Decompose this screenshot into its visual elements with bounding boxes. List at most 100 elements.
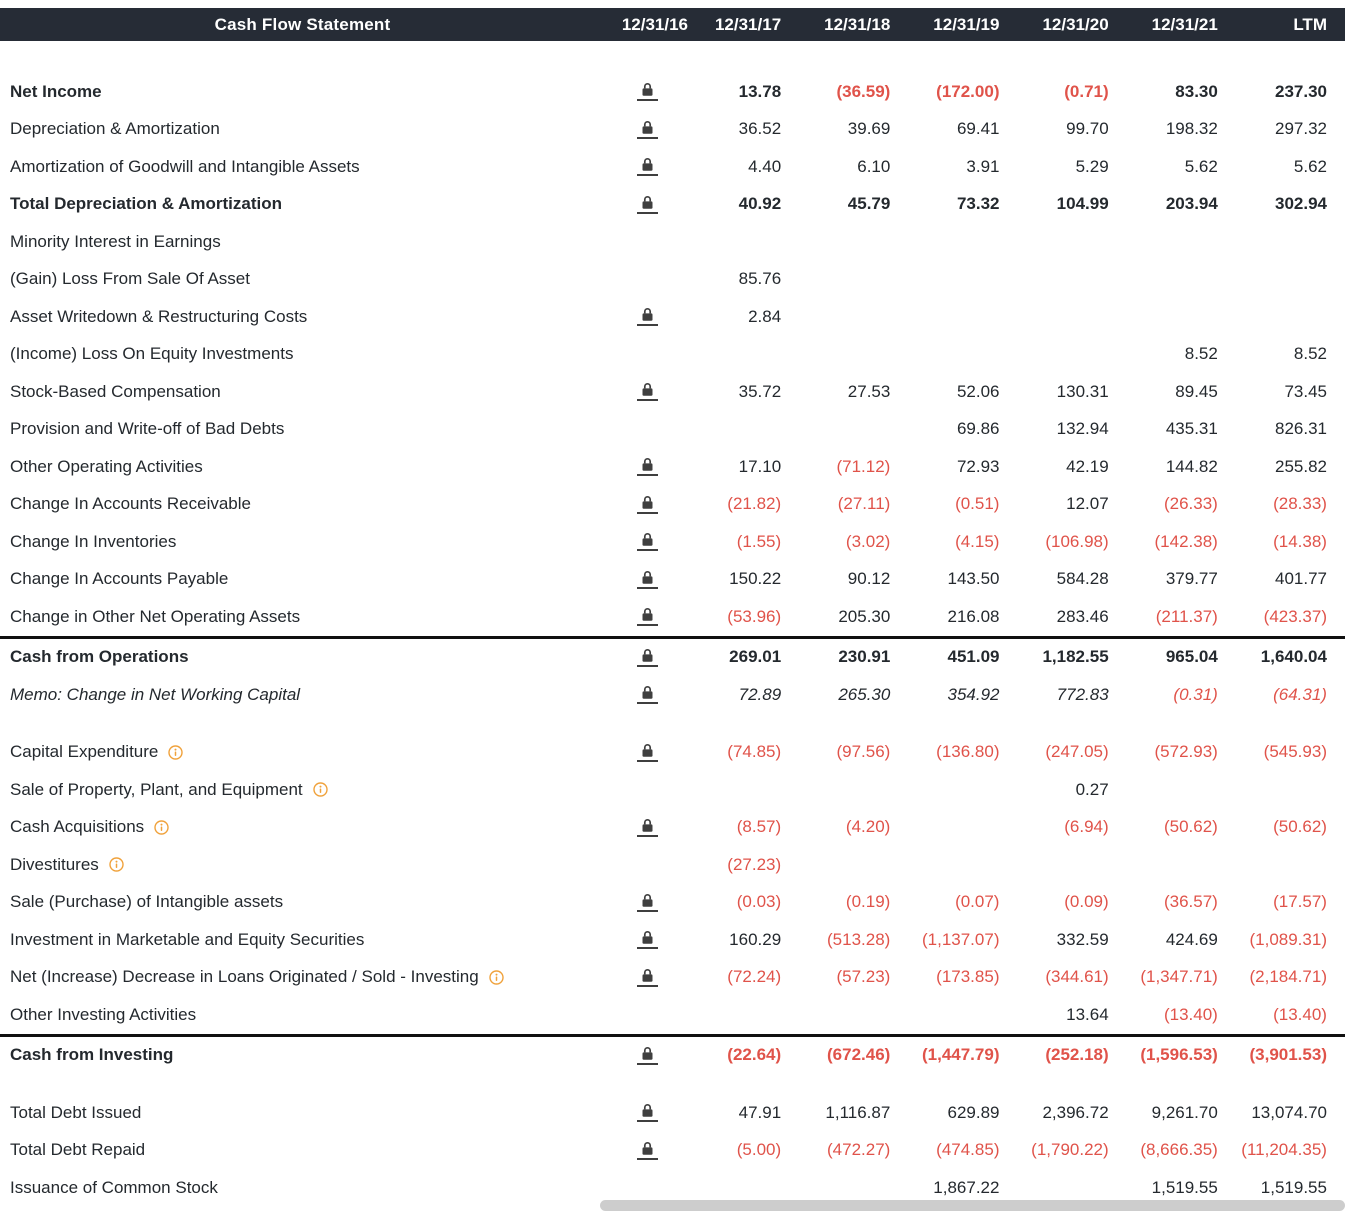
value-cell: (2,184.71) <box>1249 967 1327 987</box>
lock-icon[interactable] <box>637 195 658 214</box>
lock-icon[interactable] <box>637 157 658 177</box>
value-cell: 216.08 <box>947 606 1000 626</box>
value-cell: 435.31 <box>1165 419 1218 439</box>
table-row: Total Debt Issued 47.91 1,116.87 629.89 2,39… <box>0 1094 1345 1132</box>
column-header-12-31-18: 12/31/18 <box>824 14 891 34</box>
table-row: Other Investing Activities 13.64 (13.40) (1… <box>0 996 1345 1034</box>
value-cell: 69.41 <box>956 119 1000 139</box>
lock-icon[interactable] <box>637 648 658 667</box>
value-cell: 69.86 <box>956 419 1000 439</box>
value-cell: 143.50 <box>947 569 1000 589</box>
row-label-text: Change In Inventories <box>10 531 177 551</box>
row-label-text: Total Debt Repaid <box>10 1140 146 1160</box>
table-row: (Income) Loss On Equity Investments 8.52 8… <box>0 336 1345 374</box>
row-label: Provision and Write-off of Bad Debts <box>0 419 605 439</box>
table-row: Total Depreciation & Amortization 40.92 45… <box>0 186 1345 224</box>
row-label-text: Sale (Purchase) of Intangible assets <box>10 892 284 912</box>
table-row: Investment in Marketable and Equity Secu… <box>0 921 1345 959</box>
value-cell: (0.51) <box>955 494 1000 514</box>
value-cell: 8.52 <box>1184 344 1218 364</box>
table-row: Net Income 13.78 (36.59) (172.00) (0.71) 83.3… <box>0 73 1345 111</box>
value-cell: (4.15) <box>955 531 1000 551</box>
value-cell: (1.55) <box>736 531 782 551</box>
value-cell: 332.59 <box>1056 929 1109 949</box>
lock-cell <box>605 743 690 762</box>
value-cell: (211.37) <box>1155 606 1218 626</box>
table-row: Cash from Investing (22.64) (672.46) (1,447… <box>0 1033 1345 1075</box>
value-cell: (14.38) <box>1273 531 1327 551</box>
table-row: Divestitures (27.23) <box>0 846 1345 884</box>
lock-icon[interactable] <box>637 457 658 477</box>
lock-icon[interactable] <box>637 893 658 912</box>
lock-icon[interactable] <box>637 570 658 589</box>
row-label: Net (Increase) Decrease in Loans Origina… <box>0 967 605 987</box>
value-cell: 72.89 <box>738 684 782 704</box>
lock-icon[interactable] <box>637 120 658 139</box>
value-cell: 4.40 <box>748 156 782 176</box>
value-cell: 1,182.55 <box>1042 647 1109 667</box>
info-icon[interactable] <box>154 820 169 835</box>
row-label: Change In Accounts Payable <box>0 569 605 589</box>
row-label-text: Change In Accounts Receivable <box>10 494 251 514</box>
info-icon[interactable] <box>312 782 328 797</box>
value-cell: (57.23) <box>836 967 891 987</box>
lock-cell <box>605 382 690 402</box>
row-label: Total Debt Issued <box>0 1103 605 1123</box>
header-gap <box>0 41 1345 73</box>
lock-icon[interactable] <box>637 307 658 327</box>
value-cell: 255.82 <box>1274 456 1327 476</box>
value-cell: 35.72 <box>738 381 782 401</box>
lock-icon[interactable] <box>637 968 658 987</box>
value-cell: 6.10 <box>857 156 891 176</box>
lock-cell <box>605 1141 690 1160</box>
lock-cell <box>605 607 690 627</box>
row-label-text: Cash from Operations <box>10 647 189 667</box>
lock-icon[interactable] <box>637 1103 658 1123</box>
value-cell: 2,396.72 <box>1042 1102 1109 1122</box>
value-cell: (3.02) <box>845 531 891 551</box>
value-cell: 132.94 <box>1056 419 1109 439</box>
value-cell: 150.22 <box>729 569 782 589</box>
lock-icon[interactable] <box>637 607 658 627</box>
lock-icon[interactable] <box>637 685 658 705</box>
lock-icon[interactable] <box>637 930 658 950</box>
lock-icon[interactable] <box>637 1046 658 1065</box>
value-cell: 27.53 <box>847 381 891 401</box>
value-cell: (6.94) <box>1064 817 1109 837</box>
row-label-text: Asset Writedown & Restructuring Costs <box>10 306 308 326</box>
value-cell: 584.28 <box>1056 569 1109 589</box>
table-row: Change In Accounts Receivable (21.82) (27.… <box>0 486 1345 524</box>
table-header: Cash Flow Statement 12/31/16 12/31/17 12/3… <box>0 8 1345 41</box>
row-label-text: Net Income <box>10 81 102 101</box>
lock-icon[interactable] <box>637 818 658 837</box>
info-icon[interactable] <box>109 857 124 872</box>
lock-icon[interactable] <box>637 1141 658 1160</box>
value-cell: 424.69 <box>1165 929 1218 949</box>
row-label-text: Depreciation & Amortization <box>10 119 220 139</box>
value-cell: 52.06 <box>956 381 1000 401</box>
table-row: Net (Increase) Decrease in Loans Origina… <box>0 959 1345 997</box>
lock-icon[interactable] <box>637 532 658 552</box>
row-label: Change In Inventories <box>0 532 605 552</box>
info-icon[interactable] <box>168 745 184 760</box>
value-cell: 130.31 <box>1056 381 1109 401</box>
value-cell: 1,867.22 <box>933 1177 1000 1197</box>
horizontal-scrollbar-thumb[interactable] <box>600 1200 1345 1211</box>
lock-icon[interactable] <box>637 382 658 402</box>
value-cell: (142.38) <box>1154 531 1218 551</box>
lock-icon[interactable] <box>637 743 658 762</box>
info-icon[interactable] <box>488 970 504 985</box>
table-row: Total Debt Repaid (5.00) (472.27) (474.85) (… <box>0 1132 1345 1170</box>
value-cell: (136.80) <box>936 742 1000 762</box>
table-row: Sale of Property, Plant, and Equipment 0.… <box>0 771 1345 809</box>
value-cell: (22.64) <box>727 1045 782 1065</box>
row-label: Change In Accounts Receivable <box>0 494 605 514</box>
lock-icon[interactable] <box>637 82 658 102</box>
lock-icon[interactable] <box>637 495 658 514</box>
value-cell: (3,901.53) <box>1249 1045 1327 1065</box>
lock-cell <box>605 570 690 589</box>
table-row: Depreciation & Amortization 36.52 39.69 69.… <box>0 111 1345 149</box>
row-label-text: Minority Interest in Earnings <box>10 231 221 251</box>
column-header-ltm: LTM <box>1293 14 1327 34</box>
row-label: Cash from Operations <box>0 647 605 667</box>
